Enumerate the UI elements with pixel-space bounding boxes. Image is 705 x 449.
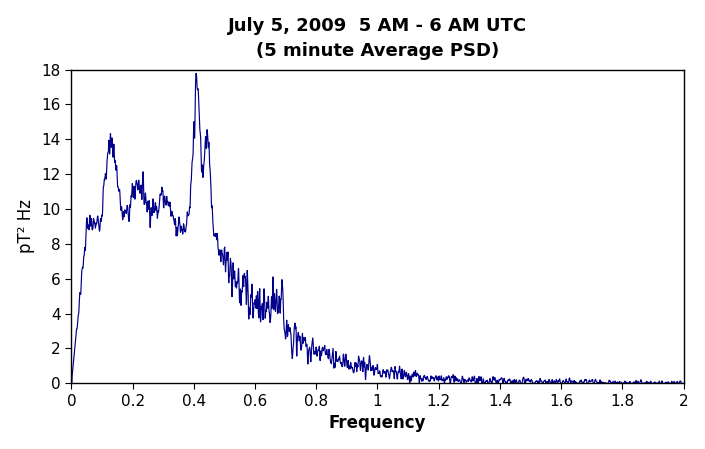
Y-axis label: pT² Hz: pT² Hz <box>17 199 35 253</box>
X-axis label: Frequency: Frequency <box>329 414 427 432</box>
Title: July 5, 2009  5 AM - 6 AM UTC
(5 minute Average PSD): July 5, 2009 5 AM - 6 AM UTC (5 minute A… <box>228 17 527 60</box>
